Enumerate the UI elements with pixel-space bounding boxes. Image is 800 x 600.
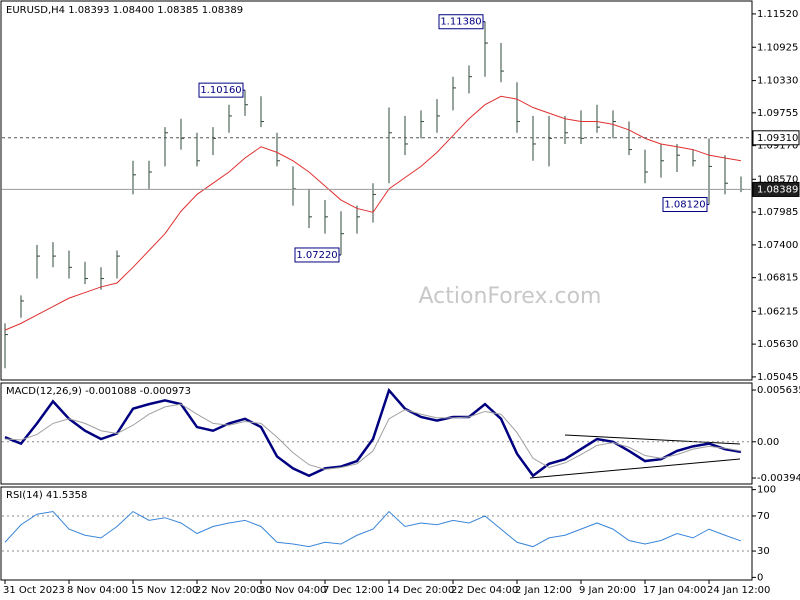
annotation-label: 1.10160 [200,85,241,96]
x-tick-label: 2 Jan 12:00 [515,585,572,596]
y-tick-label: 1.06815 [757,273,798,284]
annotation-label: 1.07220 [296,250,337,261]
y-tick-label: 1.08570 [757,174,798,185]
series-line [4,95,742,331]
y-tick-label: 1.05630 [757,339,798,350]
price-level-box [752,130,800,146]
x-tick-label: 8 Nov 04:00 [67,585,128,596]
x-tick-label: 22 Nov 20:00 [195,585,262,596]
y-tick-label: 1.10330 [757,76,798,87]
y-tick-label: 1.10925 [757,42,798,53]
annotation-label: 1.11380 [440,17,481,28]
trend-line [564,434,741,445]
y-tick-label: 30 [757,546,770,557]
macd-frame [0,382,753,485]
rsi-frame [0,486,753,581]
x-tick-label: 17 Jan 04:00 [643,585,706,596]
macd-title: MACD(12,26,9) -0.001088 -0.000973 [6,386,191,397]
watermark: ActionForex.com [419,284,602,309]
series-line [4,510,742,548]
y-tick-label: 1.11520 [757,9,798,20]
annotation-label: 1.08120 [664,200,705,211]
y-tick-label: 1.09170 [757,141,798,152]
x-tick-label: 14 Dec 20:00 [387,585,454,596]
y-tick-label: 1.09755 [757,108,798,119]
x-tick-label: 31 Oct 2023 [3,585,65,596]
x-tick-label: 9 Jan 20:00 [579,585,636,596]
y-tick-label: 1.07400 [757,240,798,251]
y-tick-label: 1.05045 [757,372,798,383]
y-tick-label: 100 [757,485,776,496]
x-tick-label: 7 Dec 12:00 [323,585,384,596]
y-tick-label: 0.005635 [757,385,800,396]
rsi-title: RSI(14) 41.5358 [6,490,87,501]
series-line [4,403,742,470]
trend-line [529,458,741,479]
y-tick-label: 70 [757,511,770,522]
y-tick-label: -0.003949 [757,473,800,484]
price-level-label: 1.09310 [757,133,798,144]
y-tick-label: 0.00 [757,437,779,448]
chart-title: EURUSD,H4 1.08393 1.08400 1.08385 1.0838… [6,5,243,16]
price-level-box [752,181,800,197]
x-tick-label: 30 Nov 04:00 [259,585,326,596]
y-tick-label: 1.06215 [757,306,798,317]
price-level-label: 1.08389 [757,184,798,195]
x-tick-label: 15 Nov 12:00 [131,585,198,596]
y-tick-label: 0 [757,572,763,583]
price-frame [0,0,753,381]
series-line [4,387,742,478]
x-tick-label: 22 Dec 04:00 [451,585,518,596]
x-tick-label: 24 Jan 12:00 [707,585,770,596]
y-tick-label: 1.07985 [757,207,798,218]
